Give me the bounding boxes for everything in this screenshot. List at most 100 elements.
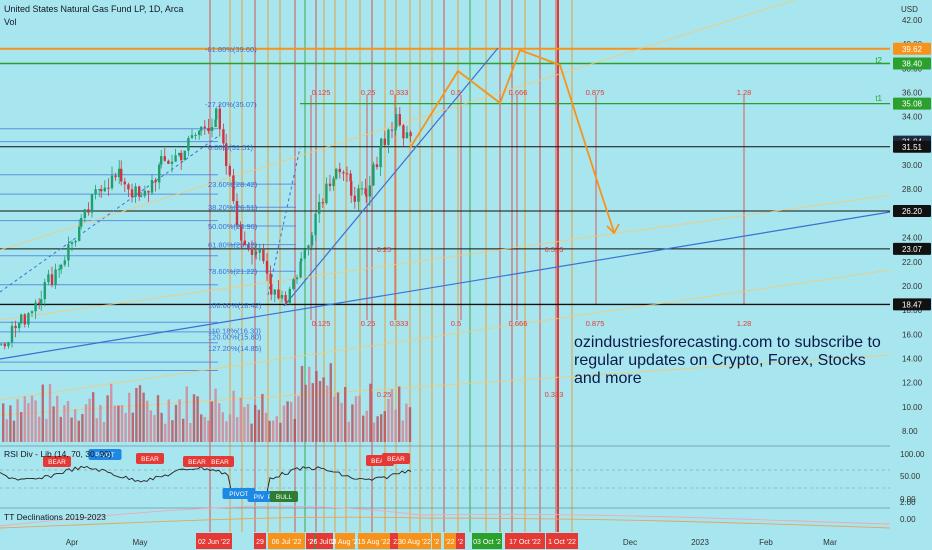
time-highlight [546, 533, 578, 549]
volume-bar [185, 386, 188, 442]
time-fib-label-bottom: 0.25 [361, 319, 376, 328]
volume-bar [128, 392, 131, 442]
volume-bar [156, 395, 160, 442]
time-highlight-text: 1 Oct '22 [548, 539, 576, 546]
volume-label: Vol [4, 17, 17, 27]
candle-body [134, 186, 137, 197]
volume-bar [27, 403, 30, 442]
price-tag[interactable] [893, 97, 931, 110]
volume-bar [351, 404, 354, 442]
volume-bar [120, 405, 124, 442]
volume-bar [239, 397, 242, 442]
volume-bar [9, 405, 12, 442]
candle-body [183, 150, 186, 161]
time-highlight-text: 30 Aug '22 [398, 539, 431, 546]
price-tag[interactable] [893, 242, 931, 255]
volume-bar [59, 416, 62, 442]
rsi-indicator-label[interactable]: RSI Div - Lib (14, 70, 30, 90) [4, 449, 112, 459]
tt-line [0, 505, 891, 527]
projection-arrowhead [606, 223, 620, 235]
volume-bar [308, 366, 311, 442]
candle-body [38, 302, 41, 305]
volume-bar [106, 395, 109, 442]
volume-bar [48, 383, 52, 442]
time-fib-label-bottom: 0.333 [390, 319, 409, 328]
price-tag-label: 18.47 [902, 300, 923, 309]
volume-bar [380, 414, 383, 442]
volume-bar [210, 401, 214, 442]
time-highlight-text: 02 Jun '22 [198, 539, 230, 546]
candle-body [83, 209, 86, 219]
rsi-badge-text: PIVOT [95, 452, 115, 459]
candle-body [292, 279, 295, 289]
candle-body [307, 245, 310, 250]
volume-bar [365, 410, 368, 442]
volume-bar [383, 411, 386, 442]
rsi-badge [183, 456, 211, 467]
volume-bar [297, 396, 300, 442]
tt-indicator-label[interactable]: TT Declinations 2019-2023 [4, 512, 106, 522]
price-tag-label: 38.40 [902, 60, 923, 69]
rsi-badge [382, 453, 410, 464]
candle-body [353, 195, 356, 202]
volume-bar [30, 395, 34, 442]
fib-level-label: 127.20%(14.85) [208, 344, 262, 353]
price-tag[interactable] [893, 204, 931, 217]
trend-line [0, 211, 891, 360]
volume-bar [66, 401, 70, 442]
fib-level-label: 61.80%(23.42) [208, 241, 258, 250]
candle-body [190, 135, 194, 138]
candle-body [303, 249, 306, 259]
volume-bar [279, 422, 282, 442]
time-highlight [398, 533, 431, 549]
volume-bar [167, 399, 170, 442]
candle-body [20, 314, 23, 323]
candle-body [232, 175, 235, 202]
price-tag[interactable] [893, 42, 931, 55]
price-tag-label: 31.51 [902, 143, 923, 152]
volume-bar [207, 420, 210, 442]
price-tag[interactable] [893, 298, 931, 311]
candle-body [288, 288, 291, 304]
time-fib-label-bottom: 1.28 [737, 319, 752, 328]
candle-body [295, 277, 299, 280]
candle-body [390, 129, 394, 131]
gann-line [0, 0, 797, 251]
candle-body [50, 274, 54, 285]
volume-bar [45, 418, 48, 442]
volume-bar [117, 405, 120, 442]
price-tag[interactable] [893, 140, 931, 153]
volume-bar [376, 416, 379, 442]
volume-bar [92, 392, 95, 442]
candle-body [43, 282, 46, 300]
price-axis-strip[interactable] [890, 0, 932, 550]
candle-body [338, 168, 341, 173]
candle-body [163, 156, 166, 161]
candle-body [387, 129, 390, 145]
candle-body [328, 183, 332, 187]
candle-body [103, 187, 106, 192]
symbol-title[interactable]: United States Natural Gas Fund LP, 1D, A… [4, 4, 184, 14]
candle-body [167, 160, 170, 164]
time-label: May [132, 538, 147, 547]
marker-t2: t2 [875, 56, 882, 65]
rsi-tick: 50.00 [900, 472, 921, 481]
volume-bar [214, 388, 217, 442]
candle-body [3, 343, 6, 347]
time-highlight [196, 533, 232, 549]
price-tag[interactable] [893, 57, 931, 70]
candle-body [58, 269, 61, 271]
volume-bar [153, 414, 156, 442]
candle-body [258, 249, 261, 253]
volume-bar [20, 412, 23, 442]
candle-body [262, 249, 265, 262]
volume-bar [390, 389, 394, 442]
candle-body [74, 240, 77, 243]
time-axis-strip[interactable] [0, 532, 932, 550]
volume-bar [110, 383, 113, 442]
fib-level-label: -27.20%(35.07) [205, 100, 257, 109]
candle-body [325, 183, 328, 204]
candle-body [118, 168, 121, 178]
volume-bar [329, 363, 332, 442]
